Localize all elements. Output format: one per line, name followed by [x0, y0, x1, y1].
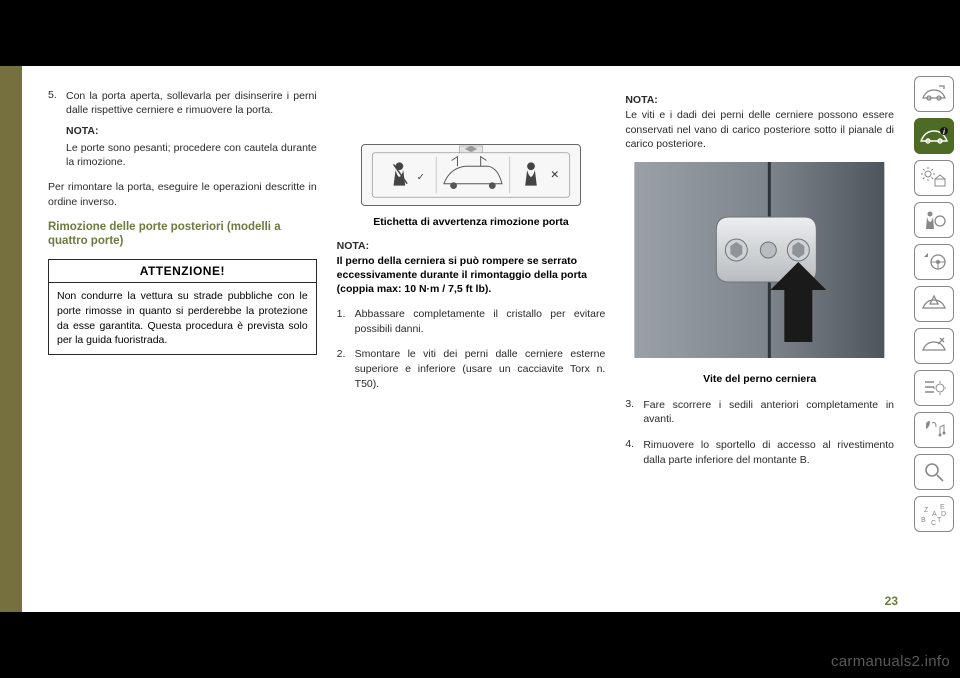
left-olive-strip: [0, 66, 22, 612]
svg-text:E: E: [940, 504, 945, 511]
nota-label-3: NOTA:: [625, 94, 894, 106]
step-3-number: 3.: [625, 397, 639, 412]
section-subheading: Rimozione delle porte posteriori (modell…: [48, 220, 317, 250]
page-body: 5. Con la porta aperta, sollevarla per d…: [22, 66, 960, 612]
photo-caption: Vite del perno cerniera: [625, 373, 894, 385]
step-1-text: Abbassare completamente il cristallo per…: [355, 307, 606, 336]
climate-icon[interactable]: [914, 160, 954, 196]
step-1: 1. Abbassare completamente il cristallo …: [337, 307, 606, 337]
airbag-icon[interactable]: [914, 202, 954, 238]
column-1: 5. Con la porta aperta, sollevarla per d…: [48, 88, 317, 602]
hazard-icon[interactable]: [914, 286, 954, 322]
watermark: carmanuals2.info: [831, 653, 950, 670]
x-mark-icon: ✕: [550, 169, 559, 181]
step-2-text: Smontare le viti dei perni dalle cernier…: [355, 347, 606, 391]
step-5: 5. Con la porta aperta, sollevarla per d…: [48, 88, 317, 170]
door-removal-label-figure: ✓ ✕: [337, 144, 606, 206]
svg-text:C: C: [931, 520, 936, 526]
nav-strip: i ZBCTDEA: [908, 66, 960, 612]
column-2: ✓ ✕ Etichetta di avvertenza rimozion: [337, 88, 606, 602]
content-columns: 5. Con la porta aperta, sollevarla per d…: [22, 66, 908, 612]
svg-text:A: A: [932, 511, 937, 518]
step-4: 4. Rimuovere lo sportello di accesso al …: [625, 437, 894, 467]
warning-title: ATTENZIONE!: [49, 260, 316, 283]
step-5-number: 5.: [48, 88, 62, 103]
nota-text: Le porte sono pesanti; procedere con cau…: [66, 141, 317, 170]
step-2: 2. Smontare le viti dei perni dalle cern…: [337, 347, 606, 392]
svg-text:D: D: [941, 511, 946, 518]
search-icon[interactable]: [914, 454, 954, 490]
bold-warning-paragraph: Il perno della cerniera si può rompere s…: [337, 254, 606, 297]
settings-list-icon[interactable]: [914, 370, 954, 406]
reinstall-paragraph: Per rimontare la porta, eseguire le oper…: [48, 180, 317, 209]
check-mark-icon: ✓: [417, 172, 425, 183]
hinge-photo: [625, 162, 894, 358]
black-bar-top: [0, 0, 960, 66]
step-3: 3. Fare scorrere i sedili anteriori comp…: [625, 397, 894, 427]
step-4-text: Rimuovere lo sportello di accesso al riv…: [643, 438, 894, 467]
svg-text:T: T: [937, 517, 942, 524]
label-caption: Etichetta di avvertenza rimozione porta: [337, 216, 606, 228]
door-removal-label-svg: ✓ ✕: [361, 144, 581, 206]
warning-body: Non condurre la vettura su strade pubbli…: [49, 283, 316, 354]
steering-icon[interactable]: [914, 244, 954, 280]
warning-box: ATTENZIONE! Non condurre la vettura su s…: [48, 259, 317, 355]
black-bar-bottom: [0, 612, 960, 678]
step-2-number: 2.: [337, 347, 351, 362]
index-icon[interactable]: ZBCTDEA: [914, 496, 954, 532]
step-5-text: Con la porta aperta, sollevarla per disi…: [66, 89, 317, 118]
step-1-number: 1.: [337, 307, 351, 322]
step-3-text: Fare scorrere i sedili anteriori complet…: [643, 398, 894, 427]
svg-text:B: B: [921, 517, 926, 524]
car-key-icon[interactable]: [914, 76, 954, 112]
car-info-icon[interactable]: i: [914, 118, 954, 154]
service-icon[interactable]: [914, 328, 954, 364]
page-number: 23: [885, 594, 898, 608]
nota-label: NOTA:: [66, 124, 317, 139]
step-4-number: 4.: [625, 437, 639, 452]
media-nav-icon[interactable]: [914, 412, 954, 448]
svg-text:Z: Z: [924, 507, 929, 514]
nota-label-2: NOTA:: [337, 240, 606, 252]
nota-text-3: Le viti e i dadi dei perni delle cernier…: [625, 108, 894, 152]
column-3: NOTA: Le viti e i dadi dei perni delle c…: [625, 88, 894, 602]
